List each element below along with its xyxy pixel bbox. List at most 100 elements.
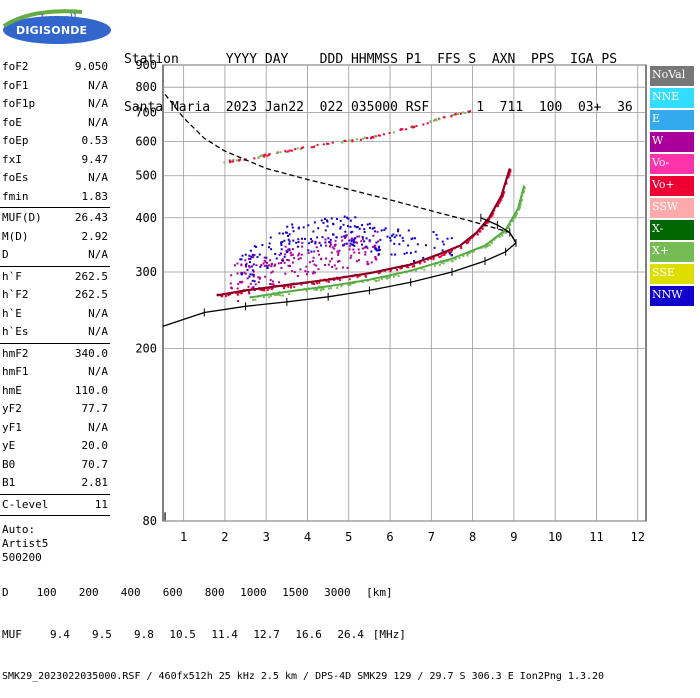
echo-point	[442, 243, 445, 246]
echo-point	[329, 260, 332, 263]
echo-point	[329, 287, 332, 290]
legend-item-x-: X-	[650, 220, 694, 240]
echo-point	[289, 251, 292, 254]
echo-point	[270, 248, 273, 251]
echo-point	[259, 155, 262, 158]
echo-point	[467, 239, 470, 242]
echo-point	[251, 269, 254, 272]
echo-point	[511, 220, 514, 223]
echo-point	[297, 227, 300, 230]
echo-point	[305, 265, 308, 268]
echo-point	[375, 241, 378, 244]
echo-point	[237, 282, 240, 285]
echo-point	[299, 268, 302, 271]
param-row: hmF2 340.0	[0, 345, 112, 364]
echo-point	[355, 226, 358, 229]
digisonde-logo: Lowell DIGISONDE	[2, 2, 112, 46]
param-row: yF2 77.7	[0, 400, 112, 419]
echo-point	[338, 249, 341, 252]
echo-point	[423, 260, 426, 263]
legend-item-ssw: SSW	[650, 198, 694, 218]
echo-point	[281, 259, 284, 262]
echo-point	[443, 254, 446, 257]
echo-point	[439, 255, 442, 258]
echo-point	[338, 260, 341, 263]
param-label: M(D)	[2, 229, 29, 243]
echo-point	[289, 286, 292, 289]
param-row: foF2 9.050	[0, 58, 112, 77]
echo-point	[460, 245, 463, 248]
echo-point	[268, 153, 271, 156]
echo-point	[363, 230, 366, 233]
echo-point	[312, 146, 315, 149]
echo-point	[286, 150, 289, 153]
echo-point	[265, 264, 268, 267]
echo-point	[373, 230, 376, 233]
muf_values-cell: [MHz]	[372, 628, 406, 641]
echo-point	[349, 225, 352, 228]
echo-point	[462, 255, 465, 258]
echo-point	[233, 264, 236, 267]
echo-point	[382, 133, 385, 136]
echo-point	[383, 228, 386, 231]
echo-point	[339, 219, 342, 222]
echo-point	[343, 235, 346, 238]
echo-point	[263, 259, 266, 262]
echo-point	[260, 288, 263, 291]
echo-point	[373, 135, 376, 138]
d_values-cell: 600	[162, 586, 183, 599]
echo-point	[432, 258, 435, 261]
echo-point	[327, 280, 330, 283]
echo-point	[350, 237, 353, 240]
echo-point	[290, 149, 293, 152]
echo-point	[363, 240, 366, 243]
header-labels: Station YYYY DAY DDD HHMMSS P1 FFS S AXN…	[124, 52, 618, 67]
echo-point	[299, 148, 302, 151]
echo-point	[299, 257, 302, 260]
echo-point	[451, 260, 454, 263]
echo-point	[390, 234, 393, 237]
echo-point	[442, 116, 445, 119]
logo-lowell: Lowell	[40, 12, 77, 25]
echo-point	[394, 253, 397, 256]
echo-point	[292, 230, 295, 233]
param-value: N/A	[88, 306, 108, 320]
y-tick-label: 80	[143, 514, 157, 528]
echo-point	[353, 244, 356, 247]
echo-point	[372, 245, 375, 248]
echo-point	[316, 236, 319, 239]
echo-point	[416, 243, 419, 246]
param-value: 2.92	[81, 229, 109, 243]
echo-point	[402, 239, 405, 242]
echo-point	[354, 241, 357, 244]
echo-point	[288, 242, 291, 245]
param-value: 262.5	[74, 288, 108, 301]
echo-point	[275, 151, 278, 154]
echo-point	[349, 219, 352, 222]
echo-point	[389, 236, 392, 239]
echo-point	[298, 252, 301, 255]
echo-point	[254, 283, 257, 286]
param-row: M(D) 2.92	[0, 228, 112, 247]
echo-point	[339, 226, 342, 229]
echo-point	[342, 223, 345, 226]
echo-point	[361, 247, 364, 250]
param-value: N/A	[88, 248, 108, 261]
echo-point	[244, 253, 247, 256]
echo-point	[379, 271, 382, 274]
echo-point	[337, 253, 340, 256]
echo-point	[358, 235, 361, 238]
echo-point	[274, 253, 277, 256]
echo-point	[243, 271, 246, 274]
echo-point	[413, 261, 416, 264]
x-tick-label: 9	[510, 530, 517, 544]
echo-point	[331, 141, 334, 144]
echo-point	[336, 260, 339, 263]
echo-point	[245, 262, 248, 265]
echo-point	[314, 242, 317, 245]
echo-point	[326, 220, 329, 223]
echo-point	[271, 270, 274, 273]
echo-point	[252, 263, 255, 266]
echo-point	[269, 294, 272, 297]
echo-point	[419, 262, 422, 265]
